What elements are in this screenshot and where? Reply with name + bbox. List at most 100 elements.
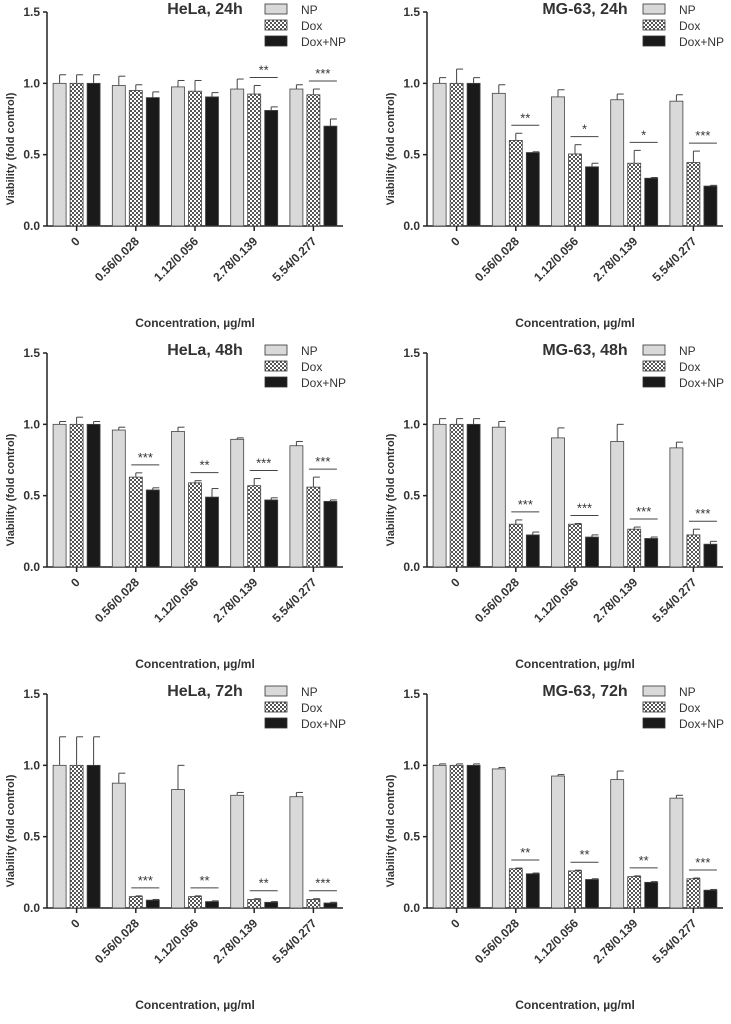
bar-dox — [449, 82, 464, 227]
legend-label: NP — [301, 3, 318, 17]
significance-label: ** — [579, 847, 589, 862]
bar-np — [230, 88, 245, 227]
x-axis-label: Concentration, µg/ml — [135, 316, 255, 330]
significance-label: ** — [199, 458, 209, 473]
y-axis-label: Viability (fold control) — [385, 433, 397, 546]
y-tick-label: 0.0 — [23, 219, 40, 233]
x-tick-label: 2.78/0.139 — [590, 575, 640, 625]
bar-dox-np — [264, 499, 279, 568]
bar-np — [52, 82, 67, 227]
bar-dox-np — [323, 500, 338, 568]
y-tick-label: 1.0 — [23, 758, 40, 772]
x-tick-label: 0.56/0.028 — [92, 575, 142, 625]
bar-dox — [128, 476, 143, 568]
bar-dox — [188, 90, 202, 227]
x-tick-label: 1.12/0.056 — [151, 234, 201, 284]
legend-swatch — [642, 701, 666, 713]
x-tick-label: 1.12/0.056 — [151, 916, 201, 966]
bar-dox-np — [585, 166, 599, 227]
legend-swatch — [264, 3, 288, 15]
bar-np — [289, 88, 304, 227]
bar-np — [491, 768, 506, 909]
x-tick-label: 5.54/0.277 — [650, 234, 700, 284]
bar-dox — [627, 876, 642, 909]
legend-swatch — [264, 360, 288, 372]
x-tick-label: 2.78/0.139 — [210, 234, 260, 284]
x-tick-label: 5.54/0.277 — [650, 916, 700, 966]
bar-dox — [686, 534, 701, 568]
legend-swatch — [264, 685, 288, 697]
bar-np — [171, 431, 185, 568]
y-tick-label: 0.5 — [403, 489, 420, 503]
y-tick-label: 1.0 — [23, 417, 40, 431]
legend-label: NP — [679, 344, 696, 358]
x-tick-label: 0.56/0.028 — [472, 575, 522, 625]
bar-dox — [627, 528, 642, 568]
bar-dox-np — [205, 901, 219, 909]
bar-dox — [306, 486, 321, 568]
significance-label: *** — [315, 876, 330, 891]
chart-panel-4: 0.0 0.5 1.0 1.5 Viability (fold control) HeLa… — [5, 683, 346, 1012]
bar-np — [610, 779, 625, 909]
chart-title: HeLa, 48h — [167, 342, 243, 359]
x-tick-label: 2.78/0.139 — [590, 916, 640, 966]
y-tick-label: 1.0 — [403, 758, 420, 772]
bar-dox — [449, 423, 464, 568]
x-tick-label: 0.56/0.028 — [92, 234, 142, 284]
bar-np — [669, 100, 684, 227]
bar-np — [289, 445, 304, 568]
bar-np — [230, 794, 245, 909]
legend-label: Dox+NP — [679, 376, 724, 390]
bar-np — [432, 423, 447, 568]
bar-dox — [686, 878, 701, 909]
bar-dox-np — [585, 879, 599, 909]
x-tick-label: 0 — [448, 234, 463, 249]
legend-label: Dox — [679, 701, 700, 715]
bar-np — [171, 789, 185, 909]
y-tick-label: 0.0 — [403, 560, 420, 574]
bar-dox-np — [86, 82, 101, 227]
x-tick-label: 5.54/0.277 — [270, 575, 320, 625]
chart-title: MG-63, 24h — [542, 1, 627, 18]
bar-np — [551, 775, 565, 909]
bar-np — [52, 423, 67, 568]
y-tick-label: 0.5 — [23, 830, 40, 844]
legend-swatch — [264, 344, 288, 356]
bar-dox-np — [205, 96, 219, 227]
y-tick-label: 0.5 — [403, 148, 420, 162]
bar-dox — [508, 523, 523, 568]
significance-label: *** — [138, 873, 153, 888]
y-tick-label: 0.5 — [403, 830, 420, 844]
bar-dox-np — [86, 764, 101, 909]
significance-label: * — [641, 127, 646, 142]
bar-dox — [247, 93, 262, 227]
y-tick-label: 0.0 — [23, 560, 40, 574]
chart-panel-1: 0.0 0.5 1.0 1.5 Viability (fold control) MG-6… — [385, 1, 724, 330]
significance-label: ** — [259, 62, 269, 77]
legend-label: Dox — [301, 701, 322, 715]
x-tick-label: 5.54/0.277 — [270, 234, 320, 284]
bar-dox — [568, 523, 582, 568]
chart-panel-5: 0.0 0.5 1.0 1.5 Viability (fold control) MG-6… — [385, 683, 724, 1012]
bar-dox — [188, 896, 202, 909]
x-axis-label: Concentration, µg/ml — [515, 316, 635, 330]
bar-dox — [686, 162, 701, 227]
significance-label: ** — [199, 873, 209, 888]
bar-np — [610, 441, 625, 568]
y-tick-label: 1.0 — [403, 417, 420, 431]
x-tick-label: 0.56/0.028 — [92, 916, 142, 966]
bar-np — [551, 437, 565, 568]
bar-dox-np — [525, 873, 540, 909]
x-tick-label: 2.78/0.139 — [210, 575, 260, 625]
x-tick-label: 0.56/0.028 — [472, 916, 522, 966]
significance-label: * — [582, 122, 587, 137]
legend-label: Dox — [301, 360, 322, 374]
chart-title: HeLa, 72h — [167, 683, 243, 700]
legend-label: Dox+NP — [679, 35, 724, 49]
legend-swatch — [264, 35, 288, 47]
bar-dox-np — [86, 423, 101, 568]
bar-np — [432, 764, 447, 909]
legend-swatch — [642, 3, 666, 15]
significance-label: *** — [695, 506, 710, 521]
